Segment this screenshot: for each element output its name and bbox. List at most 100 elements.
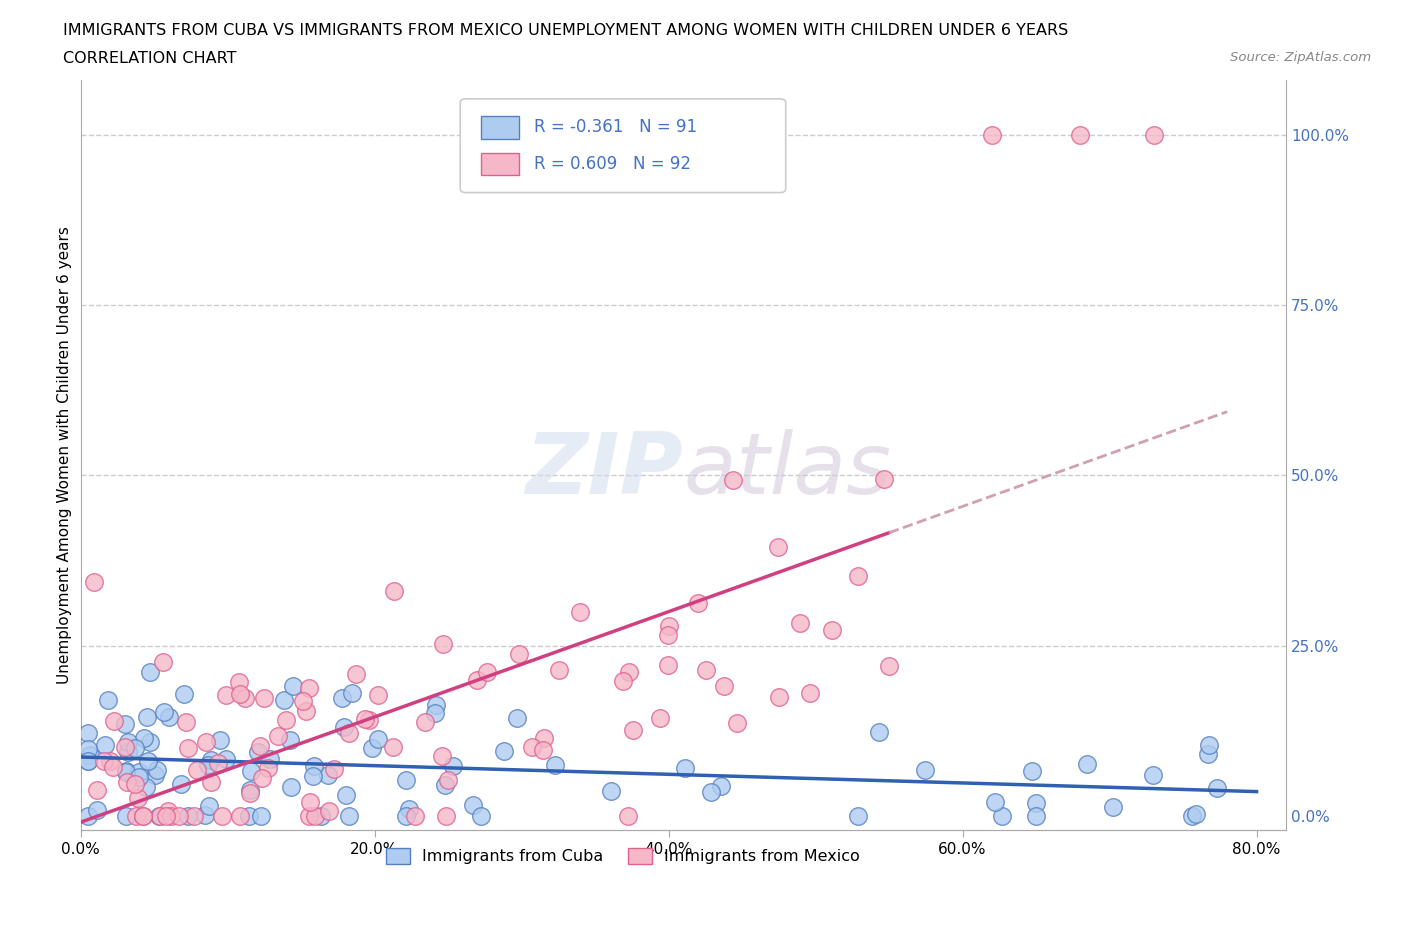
Point	[228, 674, 250, 689]
Point	[86, 803, 108, 817]
Point	[124, 777, 146, 791]
Point	[568, 604, 591, 619]
Point	[249, 739, 271, 754]
Point	[114, 739, 136, 754]
Point	[342, 685, 364, 700]
Point	[318, 804, 340, 818]
Point	[492, 743, 515, 758]
Point	[846, 568, 869, 583]
Point	[170, 777, 193, 791]
Point	[114, 764, 136, 778]
Point	[76, 754, 98, 769]
Y-axis label: Unemployment Among Women with Children Under 6 years: Unemployment Among Women with Children U…	[58, 226, 72, 684]
Point	[148, 809, 170, 824]
Point	[981, 127, 1004, 142]
Point	[723, 472, 745, 487]
Point	[367, 732, 389, 747]
Point	[657, 628, 679, 643]
Point	[398, 801, 420, 816]
Point	[239, 786, 262, 801]
Point	[208, 733, 231, 748]
Point	[160, 809, 183, 824]
Point	[914, 763, 936, 777]
Point	[233, 691, 256, 706]
Point	[294, 703, 316, 718]
Point	[167, 809, 190, 824]
Point	[432, 637, 454, 652]
Point	[127, 791, 149, 806]
Point	[76, 753, 98, 768]
Point	[132, 730, 155, 745]
Point	[79, 748, 101, 763]
Point	[229, 809, 252, 824]
Text: IMMIGRANTS FROM CUBA VS IMMIGRANTS FROM MEXICO UNEMPLOYMENT AMONG WOMEN WITH CHI: IMMIGRANTS FROM CUBA VS IMMIGRANTS FROM …	[63, 23, 1069, 38]
Point	[508, 646, 530, 661]
Point	[323, 762, 346, 777]
Text: R = 0.609   N = 92: R = 0.609 N = 92	[534, 155, 690, 173]
Point	[1025, 795, 1047, 810]
Point	[877, 658, 900, 673]
Point	[868, 724, 890, 739]
Point	[114, 764, 136, 779]
Point	[470, 809, 492, 824]
Point	[157, 710, 180, 724]
Point	[101, 760, 124, 775]
Point	[432, 749, 454, 764]
Point	[768, 689, 790, 704]
Point	[139, 735, 162, 750]
Point	[1180, 809, 1202, 824]
Point	[177, 809, 200, 824]
Point	[302, 759, 325, 774]
Point	[174, 715, 197, 730]
Point	[238, 809, 260, 824]
Point	[128, 769, 150, 784]
Point	[83, 575, 105, 590]
Point	[215, 687, 238, 702]
Point	[152, 705, 174, 720]
Point	[266, 728, 288, 743]
Point	[252, 770, 274, 785]
Point	[135, 779, 157, 794]
Point	[547, 662, 569, 677]
Point	[157, 804, 180, 818]
FancyBboxPatch shape	[481, 153, 519, 176]
Point	[98, 753, 121, 768]
Point	[256, 761, 278, 776]
FancyBboxPatch shape	[481, 116, 519, 139]
Point	[200, 752, 222, 767]
Point	[382, 584, 405, 599]
Point	[441, 759, 464, 774]
Point	[143, 768, 166, 783]
Point	[239, 764, 262, 778]
Point	[1025, 809, 1047, 824]
Point	[505, 711, 527, 725]
Point	[766, 539, 789, 554]
Point	[337, 809, 360, 824]
Point	[229, 686, 252, 701]
Point	[404, 809, 426, 824]
Point	[382, 740, 405, 755]
Text: ZIP: ZIP	[526, 429, 683, 512]
Point	[247, 744, 270, 759]
Point	[423, 705, 446, 720]
Point	[117, 774, 139, 789]
Point	[991, 809, 1014, 824]
Point	[77, 809, 100, 824]
Point	[177, 740, 200, 755]
Point	[544, 758, 567, 773]
Point	[621, 723, 644, 737]
Legend: Immigrants from Cuba, Immigrants from Mexico: Immigrants from Cuba, Immigrants from Me…	[380, 842, 866, 870]
Point	[114, 809, 136, 824]
Point	[274, 712, 297, 727]
Point	[128, 764, 150, 779]
Point	[332, 720, 354, 735]
Point	[86, 783, 108, 798]
Point	[97, 692, 120, 707]
Point	[359, 712, 381, 727]
Point	[114, 717, 136, 732]
Point	[799, 685, 821, 700]
Point	[281, 679, 304, 694]
Point	[367, 688, 389, 703]
Point	[125, 809, 148, 824]
Point	[425, 698, 447, 712]
